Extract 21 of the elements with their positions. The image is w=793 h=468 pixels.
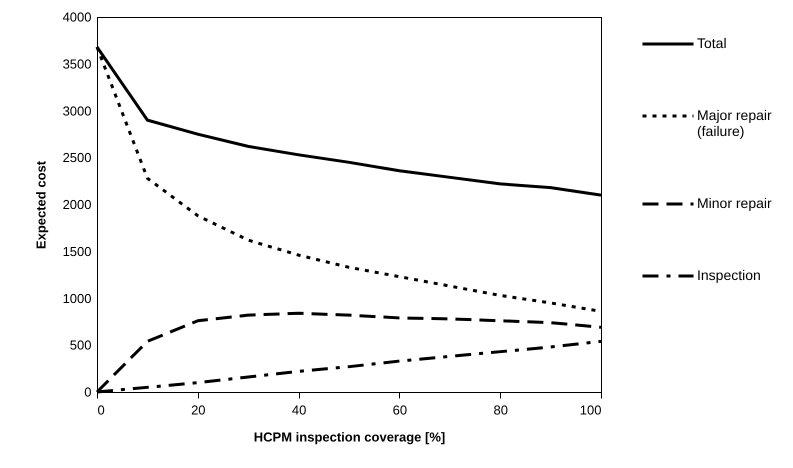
y-tick-label: 500 (70, 338, 92, 353)
y-axis-title: Expected cost (34, 160, 49, 250)
x-tick-label: 20 (191, 402, 206, 418)
legend-label: Minor repair (697, 195, 772, 211)
x-tick-label: 0 (98, 402, 105, 418)
x-tick-label: 60 (392, 402, 408, 418)
legend-label: Inspection (697, 267, 761, 283)
y-tick-label: 0 (84, 384, 92, 400)
legend-label: Major repair (failure) (697, 107, 772, 139)
legend-label: Total (697, 35, 727, 51)
x-axis-title: HCPM inspection coverage [%] (254, 430, 446, 444)
y-tick-label: 3500 (62, 56, 92, 72)
x-tick-label: 100 (580, 402, 602, 418)
y-tick-label: 2500 (62, 150, 92, 166)
y-tick-label: 4000 (62, 10, 92, 24)
y-tick-label: 1000 (62, 290, 92, 306)
x-tick-label: 80 (493, 402, 508, 418)
y-tick-label: 2000 (62, 197, 92, 212)
x-tick-label: 40 (292, 402, 306, 418)
y-tick-label: 3000 (62, 103, 92, 118)
y-tick-label: 1500 (62, 244, 92, 259)
